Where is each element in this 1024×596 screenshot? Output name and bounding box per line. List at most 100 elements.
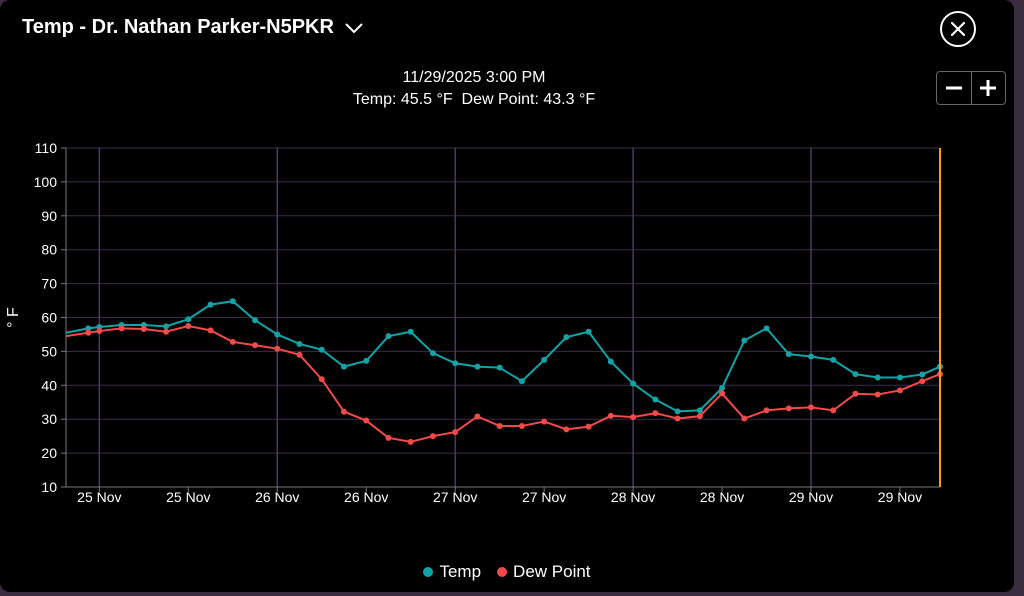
data-point-dew-point bbox=[85, 329, 92, 336]
series-line-dew-point bbox=[65, 324, 941, 443]
data-point-temp bbox=[385, 333, 392, 340]
data-point-temp bbox=[318, 346, 325, 353]
data-point-temp bbox=[830, 356, 837, 363]
data-point-dew-point bbox=[229, 338, 236, 345]
y-tick-label: 70 bbox=[41, 276, 57, 292]
page-title: Temp - Dr. Nathan Parker-N5PKR bbox=[22, 16, 334, 38]
data-point-dew-point bbox=[630, 414, 637, 421]
data-point-temp bbox=[808, 353, 815, 360]
y-tick-label: 60 bbox=[41, 310, 57, 326]
data-point-dew-point bbox=[363, 417, 370, 424]
data-point-dew-point bbox=[452, 429, 459, 436]
data-point-temp bbox=[763, 325, 770, 332]
data-point-temp bbox=[652, 396, 659, 403]
legend-item-dew-point[interactable]: Dew Point bbox=[497, 562, 591, 582]
data-point-temp bbox=[630, 380, 637, 387]
zoom-in-button[interactable] bbox=[970, 72, 1006, 104]
data-point-temp bbox=[252, 317, 259, 324]
y-tick-label: 40 bbox=[41, 377, 57, 393]
data-point-temp bbox=[296, 340, 303, 347]
data-point-temp bbox=[874, 374, 881, 381]
data-point-dew-point bbox=[808, 404, 815, 411]
data-point-dew-point bbox=[563, 426, 570, 433]
y-tick-label: 20 bbox=[41, 445, 57, 461]
hover-temp-value: Temp: 45.5 °F bbox=[352, 91, 453, 108]
data-point-dew-point bbox=[696, 413, 703, 420]
legend-marker-temp bbox=[423, 567, 434, 577]
legend-label-temp: Temp bbox=[439, 562, 482, 581]
data-point-temp bbox=[741, 337, 748, 344]
data-point-temp bbox=[474, 363, 481, 370]
data-point-temp bbox=[429, 350, 436, 357]
data-point-dew-point bbox=[163, 328, 170, 335]
data-point-dew-point bbox=[207, 327, 214, 334]
zoom-out-button[interactable] bbox=[937, 72, 971, 104]
y-tick-label: 100 bbox=[34, 174, 58, 190]
data-point-dew-point bbox=[763, 407, 770, 414]
y-tick-label: 10 bbox=[41, 479, 57, 495]
hover-timestamp: 11/29/2025 3:00 PM bbox=[402, 69, 546, 86]
minus-icon bbox=[945, 86, 962, 90]
data-point-dew-point bbox=[296, 351, 303, 358]
x-tick-label: 25 Nov bbox=[77, 489, 121, 505]
data-point-temp bbox=[919, 371, 926, 378]
data-point-dew-point bbox=[185, 322, 192, 329]
y-tick-label: 110 bbox=[35, 140, 58, 156]
data-point-temp bbox=[585, 328, 592, 335]
data-point-dew-point bbox=[340, 408, 347, 415]
data-point-dew-point bbox=[785, 405, 792, 412]
data-point-temp bbox=[85, 325, 92, 332]
data-point-temp bbox=[363, 357, 370, 364]
data-point-temp bbox=[207, 301, 214, 308]
data-point-temp bbox=[340, 363, 347, 370]
legend: Temp Dew Point bbox=[0, 562, 1014, 582]
x-tick-label: 26 Nov bbox=[255, 489, 299, 505]
grid bbox=[65, 147, 940, 488]
legend-marker-dew-point bbox=[497, 567, 508, 577]
data-point-dew-point bbox=[474, 413, 481, 420]
data-point-temp bbox=[541, 356, 548, 363]
legend-label-dew-point: Dew Point bbox=[513, 562, 591, 581]
data-point-dew-point bbox=[252, 342, 259, 349]
data-point-dew-point bbox=[896, 387, 903, 394]
data-point-temp bbox=[719, 385, 726, 392]
legend-item-temp[interactable]: Temp bbox=[423, 562, 481, 582]
x-tick-label: 27 Nov bbox=[522, 489, 566, 505]
x-tick-label: 25 Nov bbox=[166, 489, 210, 505]
data-point-dew-point bbox=[741, 415, 748, 422]
data-point-temp bbox=[163, 323, 170, 330]
line-chart[interactable]: 10 20 30 40 50 60 70 80 90 100 110 25 Nov 25 Nov 26 … bbox=[0, 0, 1014, 560]
data-point-temp bbox=[452, 360, 459, 367]
data-point-dew-point bbox=[830, 407, 837, 414]
data-point-dew-point bbox=[652, 410, 659, 417]
y-tick-label: 50 bbox=[41, 343, 57, 359]
data-point-temp bbox=[607, 358, 614, 365]
station-selector[interactable]: Temp - Dr. Nathan Parker-N5PKR bbox=[22, 16, 364, 39]
hover-values: Temp: 45.5 °F Dew Point: 43.3 °F bbox=[0, 91, 948, 109]
data-point-dew-point bbox=[140, 326, 147, 333]
data-point-temp bbox=[896, 374, 903, 381]
data-point-dew-point bbox=[719, 390, 726, 397]
data-point-temp bbox=[518, 378, 525, 385]
data-point-temp bbox=[407, 328, 414, 335]
y-tick-label: 30 bbox=[41, 411, 57, 427]
data-point-temp bbox=[696, 407, 703, 414]
data-point-temp bbox=[496, 364, 503, 371]
data-point-dew-point bbox=[118, 325, 125, 332]
data-point-dew-point bbox=[674, 415, 681, 422]
x-tick-label: 28 Nov bbox=[611, 489, 655, 505]
data-point-temp bbox=[852, 371, 859, 378]
data-point-dew-point bbox=[385, 434, 392, 441]
x-tick-label: 27 Nov bbox=[433, 489, 477, 505]
data-point-dew-point bbox=[429, 433, 436, 440]
data-point-temp bbox=[785, 351, 792, 358]
data-point-dew-point bbox=[852, 390, 859, 397]
data-point-temp bbox=[274, 331, 281, 338]
data-point-dew-point bbox=[96, 328, 103, 335]
y-tick-label: 90 bbox=[41, 208, 57, 224]
close-button[interactable] bbox=[940, 11, 976, 47]
data-point-temp bbox=[229, 298, 236, 305]
zoom-controls bbox=[936, 71, 1006, 105]
y-axis-label: ° F bbox=[5, 307, 22, 328]
data-point-dew-point bbox=[274, 345, 281, 352]
